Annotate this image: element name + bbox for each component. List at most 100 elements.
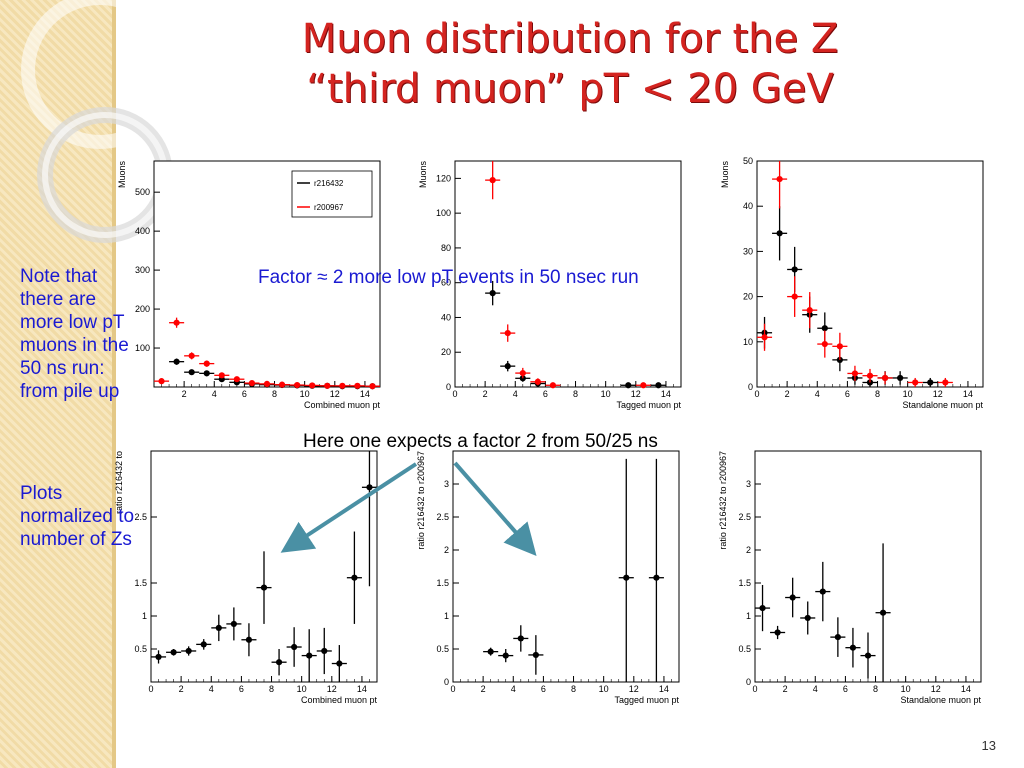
x-tick-label: 4 [511,684,516,694]
x-tick-label: 8 [875,389,880,399]
note-line: Note that [20,266,98,287]
data-point-ratio [260,584,268,591]
x-tick-label: 4 [212,389,217,399]
x-tick-label: 12 [330,389,340,399]
data-point-ratio [623,574,630,581]
data-point-ratio [366,484,373,491]
plots-note-line: Plots [20,483,63,504]
chart-panel-3: 0 2 4 6 8 10 12 14 0 10 20 30 40 50 Standalone muon pt… [720,156,984,410]
chart-panel-6: 0 2 4 6 8 10 12 14 0 0.5 1 1.5 2 2.5 3 Standalone muon … [718,450,982,705]
y-axis-label: Muons [720,161,730,189]
data-point-ratio [275,659,283,666]
y-tick-label: 0 [746,677,751,687]
x-tick-label: 4 [815,389,820,399]
data-point-ratio [759,604,766,612]
data-point-r216432 [203,370,210,377]
data-point-r200967 [821,340,828,348]
data-point-r200967 [278,381,286,388]
x-axis-label: Tagged muon pt [614,695,679,705]
y-tick-label: 100 [436,208,451,218]
x-tick-label: 8 [272,389,277,399]
x-tick-label: 2 [481,684,486,694]
plots-note-line: normalized to [20,506,135,527]
x-tick-label: 8 [571,684,576,694]
x-tick-label: 14 [963,389,973,399]
data-point-ratio [185,647,192,655]
data-point-r200967 [534,378,541,385]
y-tick-label: 2.5 [436,512,449,522]
x-tick-label: 8 [573,389,578,399]
note-line: 50 ns run: [20,358,105,379]
y-tick-label: 0 [748,382,753,392]
y-tick-label: 400 [135,226,150,236]
data-point-ratio [170,649,177,656]
legend-label: r200967 [314,203,344,212]
data-point-ratio [351,574,358,581]
data-point-ratio [804,614,811,622]
data-point-r200967 [218,372,225,379]
data-point-r200967 [851,370,859,377]
x-tick-label: 6 [543,389,548,399]
x-tick-label: 2 [785,389,790,399]
x-tick-label: 4 [209,684,214,694]
data-point-r216432 [504,363,511,370]
note-line: more low pT [20,312,125,333]
y-tick-label: 1.5 [134,578,147,588]
data-point-r200967 [881,374,889,382]
x-tick-label: 0 [148,684,153,694]
chart-panel-1: 2 4 6 8 10 12 14 100 200 300 400 500 Combined muon p… [117,160,381,410]
chart-panel-2: 0 2 4 6 8 10 12 14 0 20 40 60 80 100 120 Tagged muon pt… [418,160,682,410]
data-point-r200967 [776,175,783,183]
sidebar-edge [112,0,116,768]
y-tick-label: 20 [743,292,753,302]
note-line: muons in the [20,335,129,356]
y-tick-label: 80 [441,243,451,253]
x-tick-label: 0 [754,389,759,399]
x-tick-label: 14 [961,684,971,694]
y-tick-label: 1.5 [436,578,449,588]
legend-label: r216432 [314,179,344,188]
data-point-r200967 [369,383,376,390]
data-point-ratio [774,629,781,636]
x-tick-label: 10 [903,389,913,399]
x-tick-label: 10 [300,389,310,399]
data-point-r216432 [791,266,798,273]
y-tick-label: 1 [142,611,147,621]
x-tick-label: 8 [269,684,274,694]
data-point-ratio [819,588,826,595]
x-tick-label: 12 [629,684,639,694]
plot-frame [452,450,680,683]
data-point-r200967 [248,380,256,387]
data-point-r216432 [655,382,662,389]
data-point-ratio [653,574,660,581]
data-point-r200967 [912,379,919,386]
data-point-r200967 [504,330,511,337]
x-tick-label: 2 [182,389,187,399]
legend-box [291,170,373,218]
x-tick-label: 12 [327,684,337,694]
y-tick-label: 500 [135,187,150,197]
title-line-2: “third muon” pT < 20 GeV [306,66,834,112]
x-tick-label: 10 [599,684,609,694]
data-point-r200967 [836,343,843,350]
y-tick-label: 30 [743,246,753,256]
y-tick-label: 2.5 [738,512,751,522]
data-point-r200967 [519,369,526,377]
data-point-r200967 [791,293,798,300]
data-point-r200967 [158,378,165,385]
arrow-to-tagged-ratio [453,461,537,557]
data-point-ratio [306,652,313,659]
data-point-ratio [864,652,872,659]
data-point-r200967 [203,360,210,367]
x-tick-label: 6 [242,389,247,399]
y-axis-label: ratio r216432 to r200967 [718,451,728,550]
y-axis-label: Muons [117,161,127,189]
y-tick-label: 1.5 [738,578,751,588]
note-text: Note that there are more low pT muons in… [20,265,129,403]
data-point-r200967 [761,334,768,341]
y-tick-label: 100 [135,343,150,353]
y-tick-label: 1 [444,611,449,621]
arrow-to-combined-ratio [280,462,418,553]
y-tick-label: 0.5 [134,644,147,654]
